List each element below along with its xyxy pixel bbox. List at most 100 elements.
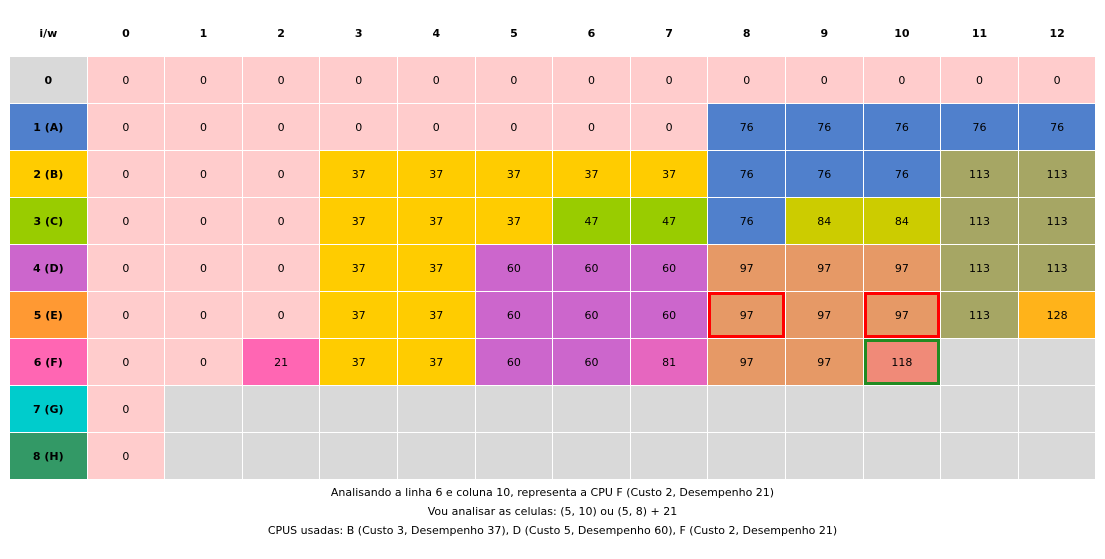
table-cell: 84 — [786, 198, 864, 245]
table-cell: 0 — [786, 57, 864, 104]
table-cell — [320, 433, 398, 480]
row-header: 4 (D) — [10, 245, 88, 292]
table-cell — [941, 433, 1019, 480]
table-cell: 0 — [242, 151, 321, 198]
table-cell: 0 — [320, 57, 398, 104]
table-cell — [242, 433, 321, 480]
col-header-3: 3 — [320, 10, 398, 57]
table-cell: 76 — [863, 104, 942, 151]
table-cell: 21 — [242, 339, 321, 386]
table-cell: 60 — [553, 245, 631, 292]
table-cell: 0 — [242, 104, 321, 151]
table-cell: 118 — [863, 339, 942, 386]
row-header: 1 (A) — [10, 104, 88, 151]
table-cell: 0 — [398, 57, 476, 104]
table-cell: 0 — [87, 433, 166, 480]
table-cell: 0 — [242, 245, 321, 292]
table-cell — [165, 433, 243, 480]
col-header-12: 12 — [1018, 10, 1097, 57]
table-cell: 0 — [165, 198, 243, 245]
row-header: 7 (G) — [10, 386, 88, 433]
table-cell: 0 — [87, 198, 166, 245]
table-cell: 0 — [553, 57, 631, 104]
table-cell: 113 — [1018, 245, 1097, 292]
table-cell: 0 — [630, 104, 709, 151]
table-cell: 0 — [87, 386, 166, 433]
table-cell: 113 — [941, 198, 1019, 245]
table-cell: 76 — [708, 198, 786, 245]
table-cell: 37 — [398, 339, 476, 386]
table-cell: 0 — [475, 104, 554, 151]
table-cell — [475, 386, 554, 433]
table-cell — [708, 433, 786, 480]
col-header-1: 1 — [165, 10, 243, 57]
table-cell: 0 — [87, 292, 166, 339]
table-cell: 0 — [242, 292, 321, 339]
table-cell: 37 — [475, 151, 554, 198]
table-cell: 97 — [708, 245, 786, 292]
table-cell: 76 — [708, 151, 786, 198]
table-cell — [630, 433, 709, 480]
table-cell — [630, 386, 709, 433]
caption-analysis: Analisando a linha 6 e coluna 10, repres… — [330, 486, 775, 499]
table-cell: 37 — [320, 292, 398, 339]
table-cell: 37 — [398, 198, 476, 245]
col-header-11: 11 — [941, 10, 1019, 57]
table-cell — [320, 386, 398, 433]
row-header: 0 — [10, 57, 88, 104]
table-cell: 113 — [1018, 198, 1097, 245]
table-cell: 76 — [863, 151, 942, 198]
table-cell — [786, 433, 864, 480]
table-cell: 37 — [398, 292, 476, 339]
table-cell: 0 — [165, 245, 243, 292]
table-cell: 0 — [242, 57, 321, 104]
table-cell: 37 — [320, 339, 398, 386]
table-cell — [398, 386, 476, 433]
row-header: 3 (C) — [10, 198, 88, 245]
col-header-6: 6 — [553, 10, 631, 57]
table-cell: 0 — [165, 104, 243, 151]
table-cell: 0 — [165, 292, 243, 339]
table-cell: 113 — [941, 151, 1019, 198]
table-cell: 60 — [475, 245, 554, 292]
table-cell: 0 — [475, 57, 554, 104]
table-cell: 0 — [941, 57, 1019, 104]
table-cell: 0 — [165, 339, 243, 386]
table-cell: 113 — [941, 245, 1019, 292]
table-cell: 76 — [708, 104, 786, 151]
table-cell — [863, 386, 942, 433]
table-cell: 0 — [87, 151, 166, 198]
table-cell: 0 — [863, 57, 942, 104]
table-cell — [863, 433, 942, 480]
table-cell — [398, 433, 476, 480]
table-cell: 47 — [553, 198, 631, 245]
table-cell: 0 — [398, 104, 476, 151]
table-cell: 0 — [320, 104, 398, 151]
table-cell: 0 — [165, 151, 243, 198]
table-cell: 37 — [398, 151, 476, 198]
table-cell: 113 — [941, 292, 1019, 339]
table-cell: 76 — [786, 104, 864, 151]
table-cell: 60 — [475, 339, 554, 386]
caption-cpus-used: CPUS usadas: B (Custo 3, Desempenho 37),… — [267, 524, 838, 537]
table-cell — [1018, 433, 1097, 480]
table-cell — [1018, 339, 1097, 386]
table-cell — [242, 386, 321, 433]
table-cell: 60 — [630, 245, 709, 292]
table-cell: 81 — [630, 339, 709, 386]
table-cell — [1018, 386, 1097, 433]
table-cell: 47 — [630, 198, 709, 245]
table-cell: 0 — [242, 198, 321, 245]
row-header: 6 (F) — [10, 339, 88, 386]
table-cell: 76 — [1018, 104, 1097, 151]
table-cell — [941, 339, 1019, 386]
table-cell: 84 — [863, 198, 942, 245]
caption-cells: Vou analisar as celulas: (5, 10) ou (5, … — [427, 505, 678, 518]
table-cell — [553, 433, 631, 480]
col-header-7: 7 — [630, 10, 709, 57]
table-cell: 128 — [1018, 292, 1097, 339]
table-cell: 97 — [786, 339, 864, 386]
table-cell: 60 — [475, 292, 554, 339]
col-header-0: 0 — [87, 10, 166, 57]
corner-header: i/w — [10, 10, 88, 57]
